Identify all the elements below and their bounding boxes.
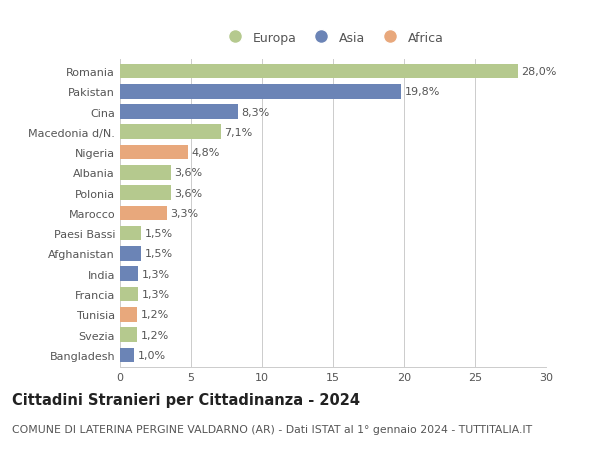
Bar [120, 65, 518, 79]
Text: 28,0%: 28,0% [521, 67, 557, 77]
Text: 1,5%: 1,5% [145, 229, 173, 239]
Bar [120, 206, 167, 221]
Text: 3,6%: 3,6% [175, 188, 203, 198]
Text: 1,2%: 1,2% [140, 330, 169, 340]
Bar [120, 226, 142, 241]
Text: Cittadini Stranieri per Cittadinanza - 2024: Cittadini Stranieri per Cittadinanza - 2… [12, 392, 360, 408]
Bar [120, 287, 139, 302]
Text: 3,3%: 3,3% [170, 208, 199, 218]
Bar [120, 246, 142, 261]
Bar [120, 328, 137, 342]
Text: 1,0%: 1,0% [138, 350, 166, 360]
Bar [120, 146, 188, 160]
Text: 3,6%: 3,6% [175, 168, 203, 178]
Bar [120, 105, 238, 119]
Bar [120, 308, 137, 322]
Bar [120, 125, 221, 140]
Text: 7,1%: 7,1% [224, 128, 253, 138]
Bar [120, 348, 134, 362]
Text: 1,3%: 1,3% [142, 289, 170, 299]
Text: COMUNE DI LATERINA PERGINE VALDARNO (AR) - Dati ISTAT al 1° gennaio 2024 - TUTTI: COMUNE DI LATERINA PERGINE VALDARNO (AR)… [12, 425, 532, 435]
Text: 1,2%: 1,2% [140, 310, 169, 319]
Bar [120, 85, 401, 99]
Bar [120, 267, 139, 281]
Text: 19,8%: 19,8% [405, 87, 440, 97]
Text: 8,3%: 8,3% [241, 107, 269, 117]
Bar [120, 166, 171, 180]
Text: 1,3%: 1,3% [142, 269, 170, 279]
Text: 4,8%: 4,8% [192, 148, 220, 158]
Legend: Europa, Asia, Africa: Europa, Asia, Africa [220, 29, 446, 47]
Bar [120, 186, 171, 201]
Text: 1,5%: 1,5% [145, 249, 173, 259]
